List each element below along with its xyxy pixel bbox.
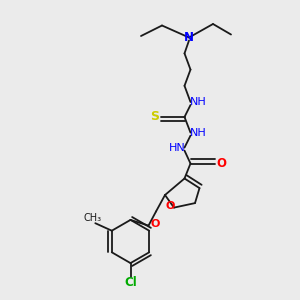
Text: Cl: Cl [124,276,137,289]
Text: O: O [216,157,226,170]
Text: NH: NH [190,97,206,107]
Text: O: O [166,201,175,211]
Text: HN: HN [169,142,185,153]
Text: S: S [150,110,159,124]
Text: O: O [150,219,160,229]
Text: CH₃: CH₃ [83,213,101,223]
Text: NH: NH [190,128,206,138]
Text: N: N [184,31,194,44]
